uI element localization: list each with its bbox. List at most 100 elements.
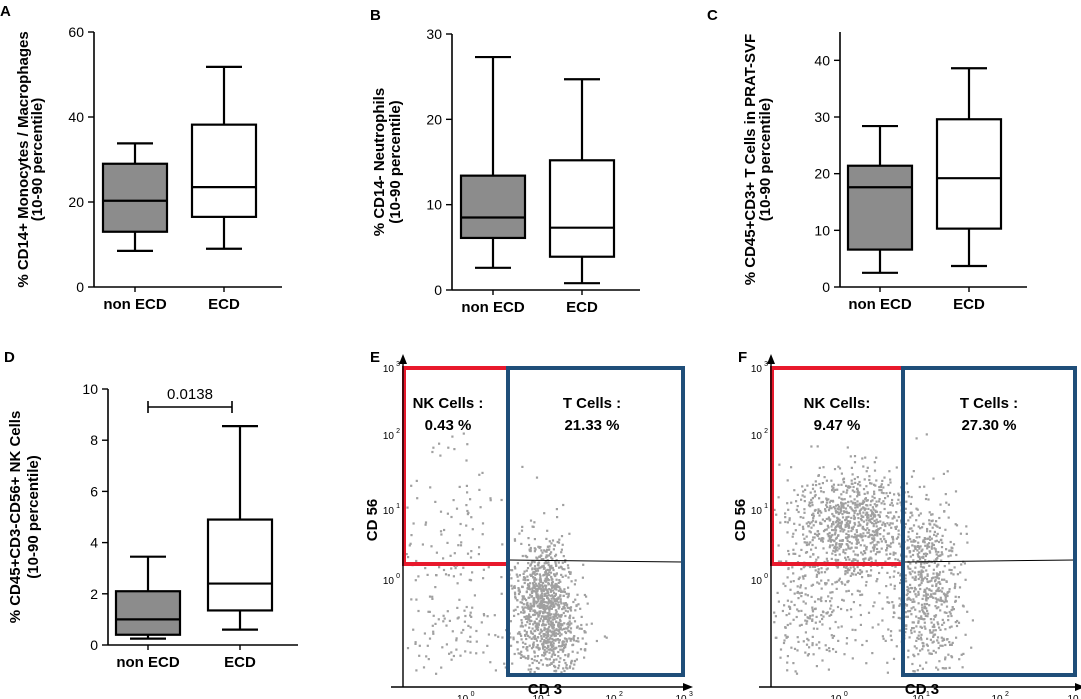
data-point (955, 636, 958, 639)
data-point (840, 497, 843, 500)
data-point (925, 607, 928, 610)
data-point (590, 622, 593, 625)
data-point (513, 614, 516, 617)
data-point (942, 592, 945, 595)
data-point (569, 639, 572, 642)
data-point (815, 615, 818, 618)
data-point (558, 566, 561, 569)
data-point (891, 522, 894, 525)
data-point (944, 667, 948, 670)
data-point (521, 598, 524, 601)
data-point (542, 564, 545, 567)
data-point (537, 562, 540, 565)
data-point (796, 649, 799, 652)
data-point (909, 562, 912, 565)
data-point (892, 604, 895, 607)
y-tick-label: 20 (814, 166, 830, 182)
data-point (535, 602, 538, 605)
data-point (806, 594, 809, 597)
data-point (487, 633, 490, 636)
data-point (818, 482, 821, 486)
data-point (532, 571, 535, 574)
data-point (803, 537, 806, 540)
data-point (497, 635, 500, 638)
data-point (939, 582, 942, 585)
x-axis-arrow (1075, 683, 1081, 691)
data-point (904, 507, 907, 510)
data-point (548, 540, 551, 543)
data-point (551, 625, 554, 628)
data-point (856, 500, 859, 503)
data-point (546, 605, 549, 608)
data-point (850, 546, 853, 549)
data-point (801, 494, 804, 497)
data-point (933, 633, 937, 636)
data-point (954, 595, 957, 598)
scatter-points (405, 432, 608, 675)
data-point (957, 596, 960, 599)
data-point (585, 623, 588, 626)
data-point (540, 584, 544, 587)
data-point (861, 643, 864, 647)
data-point (825, 551, 828, 554)
data-point (917, 634, 920, 637)
data-point (856, 540, 859, 543)
data-point (912, 549, 915, 552)
data-point (914, 608, 917, 611)
data-point (853, 521, 856, 525)
data-point (549, 644, 552, 647)
data-point (481, 522, 485, 525)
data-point (913, 670, 916, 673)
data-point (804, 587, 807, 590)
data-point (833, 507, 837, 510)
data-point (856, 487, 859, 490)
data-point (830, 479, 833, 482)
data-point (891, 537, 894, 540)
data-point (827, 539, 830, 542)
data-point (538, 573, 541, 576)
data-point (886, 495, 889, 498)
data-point (906, 491, 910, 494)
data-point (522, 572, 525, 575)
panel-f: F100100101101102102103103NK Cells:9.47 %… (732, 349, 1081, 699)
y-tick-label: 4 (90, 535, 98, 551)
data-point (864, 557, 867, 560)
data-point (927, 498, 930, 501)
data-point (960, 563, 963, 566)
data-point (532, 641, 535, 644)
data-point (926, 609, 929, 612)
data-point (826, 505, 829, 509)
data-point (876, 534, 879, 537)
data-point (951, 547, 954, 550)
data-point (795, 615, 798, 619)
data-point (528, 622, 531, 625)
data-point (790, 600, 793, 603)
data-point (896, 502, 899, 505)
t-gate-label: T Cells : (563, 395, 621, 412)
data-point (884, 560, 887, 563)
data-point (937, 598, 940, 601)
data-point (537, 623, 540, 626)
data-point (570, 637, 573, 640)
data-point (922, 594, 925, 597)
data-point (954, 621, 957, 624)
data-point (546, 601, 549, 604)
data-point (952, 543, 956, 546)
data-point (841, 539, 844, 542)
data-point (538, 647, 541, 650)
data-point (545, 584, 548, 587)
data-point (965, 525, 968, 528)
y-tick-label: 2 (90, 586, 98, 602)
data-point (936, 576, 939, 579)
data-point (524, 606, 527, 609)
data-point (844, 525, 847, 528)
data-point (839, 527, 842, 530)
data-point (932, 592, 935, 595)
data-point (550, 551, 553, 554)
data-point (405, 553, 408, 556)
data-point (561, 561, 564, 564)
data-point (784, 626, 787, 629)
data-point (543, 639, 546, 642)
data-point (932, 576, 935, 579)
data-point (945, 593, 948, 596)
